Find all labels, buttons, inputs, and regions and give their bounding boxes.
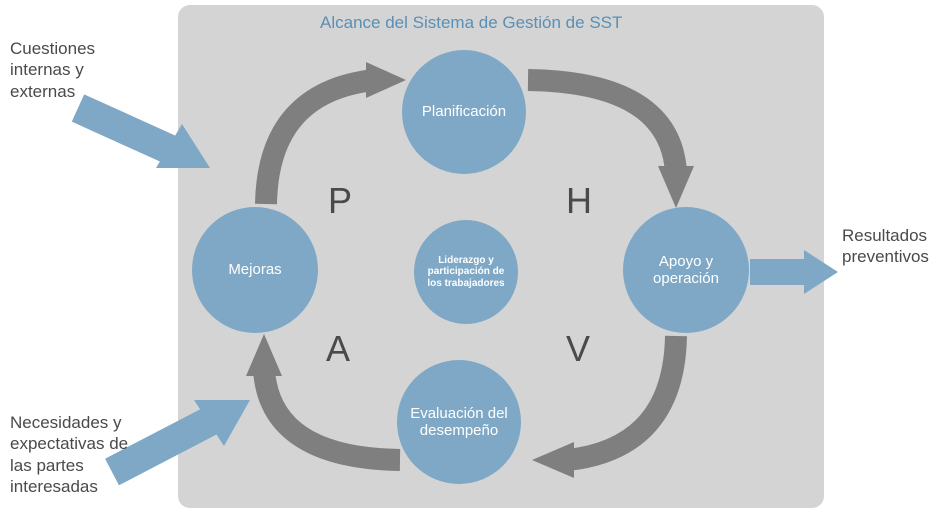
node-planificacion: Planificación xyxy=(402,50,526,174)
node-apoyo-operacion: Apoyo y operación xyxy=(623,207,749,333)
letter-p: P xyxy=(328,180,352,222)
arrow-planificacion-to-apoyo xyxy=(520,62,690,212)
letter-v: V xyxy=(566,328,590,370)
arrow-output-resultados xyxy=(750,250,840,294)
node-label: Evaluación del desempeño xyxy=(405,405,513,440)
node-label: Planificación xyxy=(422,103,506,120)
node-label: Liderazgo y participación de los trabaja… xyxy=(422,255,510,290)
panel-title: Alcance del Sistema de Gestión de SST xyxy=(320,12,622,33)
node-evaluacion-desempeno: Evaluación del desempeño xyxy=(397,360,521,484)
letter-h: H xyxy=(566,180,592,222)
node-mejoras: Mejoras xyxy=(192,207,318,333)
node-label: Apoyo y operación xyxy=(631,253,741,288)
label-necesidades: Necesidades y expectativas de las partes… xyxy=(10,412,150,497)
letter-a: A xyxy=(326,328,350,370)
label-resultados: Resultados preventivos xyxy=(842,225,939,268)
label-cuestiones: Cuestiones internas y externas xyxy=(10,38,140,102)
node-label: Mejoras xyxy=(228,261,281,278)
arrow-apoyo-to-evaluacion xyxy=(516,330,691,480)
node-liderazgo-center: Liderazgo y participación de los trabaja… xyxy=(414,220,518,324)
arrow-input-cuestiones xyxy=(78,96,218,176)
